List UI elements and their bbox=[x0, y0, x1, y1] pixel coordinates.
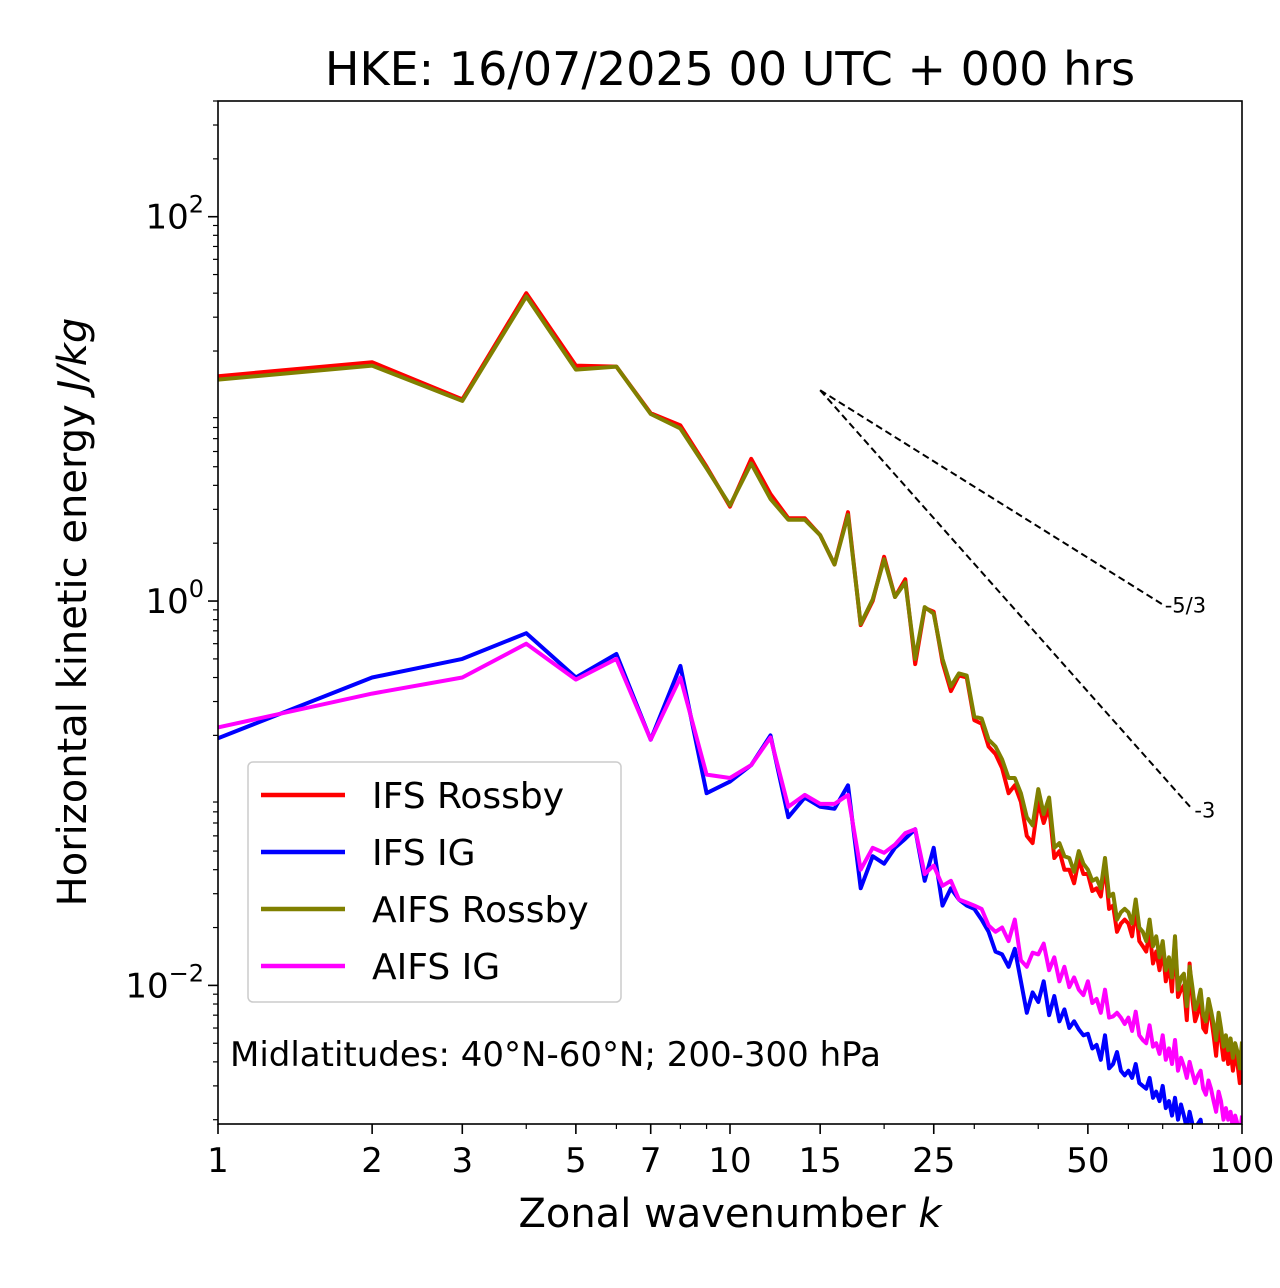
legend-label: IFS Rossby bbox=[372, 776, 564, 817]
reference-slopes: -5/3 -3 bbox=[819, 389, 1215, 822]
x-axis-label-var: k bbox=[918, 1191, 943, 1237]
reference-slope-line bbox=[819, 389, 1194, 811]
svg-text:Horizontal kinetic energy: Horizontal kinetic energy J/kg bbox=[50, 318, 96, 907]
y-axis-label-units: J/kg bbox=[50, 318, 96, 399]
legend-label: IFS IG bbox=[372, 833, 476, 874]
y-axis-label-text: Horizontal kinetic energy bbox=[50, 404, 96, 906]
region-annotation: Midlatitudes: 40°N-60°N; 200-300 hPa bbox=[230, 1035, 881, 1075]
x-axis-label-text: Zonal wavenumber bbox=[518, 1191, 906, 1237]
legend-label: AIFS Rossby bbox=[372, 890, 589, 931]
series-line-aifs-ig bbox=[218, 641, 1242, 1124]
reference-slope-label: -3 bbox=[1194, 798, 1215, 822]
x-tick-label: 3 bbox=[451, 1141, 473, 1181]
x-tick-label: 2 bbox=[361, 1141, 383, 1181]
x-tick-label: 1 bbox=[207, 1141, 229, 1181]
x-tick-label: 5 bbox=[565, 1141, 587, 1181]
y-tick-label: 10−2 bbox=[125, 959, 204, 1006]
svg-text:Zonal wavenumber k: Zonal wavenumber k bbox=[518, 1191, 943, 1237]
series-line-aifs-rossby bbox=[218, 294, 1242, 1071]
reference-slope-label: -5/3 bbox=[1165, 594, 1206, 618]
chart-title: HKE: 16/07/2025 00 UTC + 000 hrs bbox=[325, 42, 1135, 96]
legend-box bbox=[247, 761, 622, 1003]
x-tick-label: 25 bbox=[912, 1141, 955, 1181]
reference-slope-line bbox=[819, 389, 1164, 606]
x-axis-label: Zonal wavenumber k bbox=[518, 1191, 943, 1237]
legend: IFS Rossby IFS IG AIFS Rossby AIFS IG bbox=[247, 761, 622, 1003]
x-tick-label: 7 bbox=[640, 1141, 662, 1181]
y-tick-label: 100 bbox=[145, 575, 204, 622]
y-axis-label: Horizontal kinetic energy J/kg bbox=[50, 318, 96, 907]
series-layer bbox=[218, 291, 1242, 1124]
x-tick-label: 100 bbox=[1210, 1141, 1275, 1181]
y-tick-label: 102 bbox=[145, 191, 204, 238]
x-tick-label: 15 bbox=[799, 1141, 842, 1181]
axis-ticks: 1 2 3 5 7 10 15 25 50 100 10−2 100 102 bbox=[125, 100, 1275, 1181]
x-tick-label: 10 bbox=[708, 1141, 751, 1181]
x-tick-label: 50 bbox=[1066, 1141, 1109, 1181]
plot-frame bbox=[217, 100, 1243, 1125]
legend-label: AIFS IG bbox=[372, 947, 500, 988]
